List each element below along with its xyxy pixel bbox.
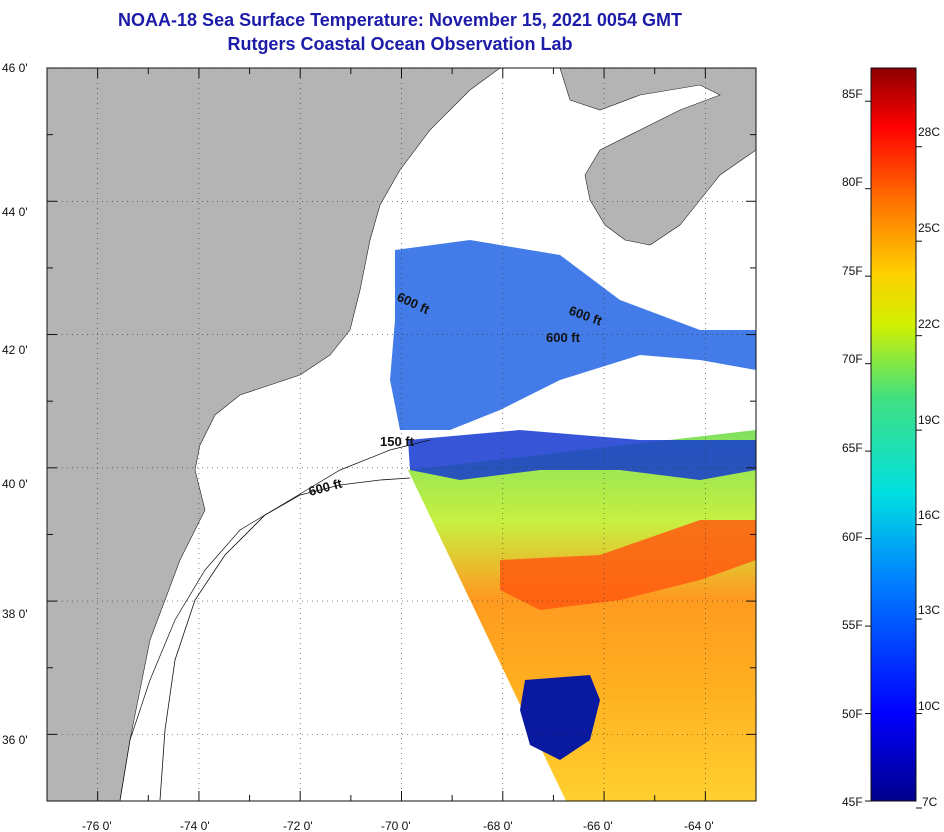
latitude-labels: 46 0' 44 0' 42 0' 40 0' 38 0' 36 0' [2,61,28,747]
sst-cold-gulf-of-maine [390,240,756,430]
lon-label: -68 0' [483,819,513,832]
colorbar-celsius-labels: 28C 25C 22C 19C 16C 13C 10C 7C [918,125,940,809]
lat-label: 36 0' [2,733,28,747]
colorbar-c-label: 16C [918,508,940,522]
land-nova-scotia [559,68,756,246]
colorbar-f-label: 50F [842,707,863,721]
colorbar-c-label: 28C [918,125,940,139]
lon-label: -70 0' [381,819,411,832]
colorbar-c-label: 13C [918,603,940,617]
longitude-labels: -76 0' -74 0' -72 0' -70 0' -68 0' -66 0… [82,819,714,832]
colorbar-c-label: 7C [922,795,938,809]
frame-ticks [46,67,757,802]
colorbar-f-label: 55F [842,618,863,632]
lon-label: -72 0' [283,819,313,832]
colorbar-f-label: 75F [842,264,863,278]
lat-label: 42 0' [2,343,28,357]
lon-label: -66 0' [583,819,613,832]
sst-swath-warm [408,430,756,801]
contour-150ft [119,439,431,801]
contour-600ft-shelf [159,477,411,801]
colorbar-f-label: 85F [842,87,863,101]
sst-cold-patch-south [520,675,600,760]
colorbar-f-label: 45F [842,795,863,809]
colorbar-c-label: 19C [918,413,940,427]
colorbar-fahrenheit-labels: 85F 80F 75F 70F 65F 60F 55F 50F 45F [842,87,863,809]
lat-label: 44 0' [2,205,28,219]
colorbar-c-label: 25C [918,221,940,235]
contour-label: 600 ft [546,330,581,345]
colorbar-f-label: 80F [842,175,863,189]
colorbar-f-label: 60F [842,530,863,544]
contour-label: 150 ft [380,434,415,449]
graticule [47,67,756,801]
lon-label: -76 0' [82,819,112,832]
lat-label: 40 0' [2,477,28,491]
lat-label: 46 0' [2,61,28,75]
sst-red-band [500,520,756,610]
colorbar-c-label: 22C [918,317,940,331]
sst-blue-noise [408,430,756,480]
colorbar [870,67,917,802]
lat-label: 38 0' [2,607,28,621]
colorbar-ticks [865,100,922,809]
land-mainland [47,68,501,801]
colorbar-f-label: 65F [842,441,863,455]
colorbar-f-label: 70F [842,352,863,366]
lon-label: -64 0' [684,819,714,832]
colorbar-c-label: 10C [918,699,940,713]
map-subtitle: Rutgers Coastal Ocean Observation Lab [227,34,573,54]
lon-label: -74 0' [180,819,210,832]
map-title: NOAA-18 Sea Surface Temperature: Novembe… [118,10,682,30]
